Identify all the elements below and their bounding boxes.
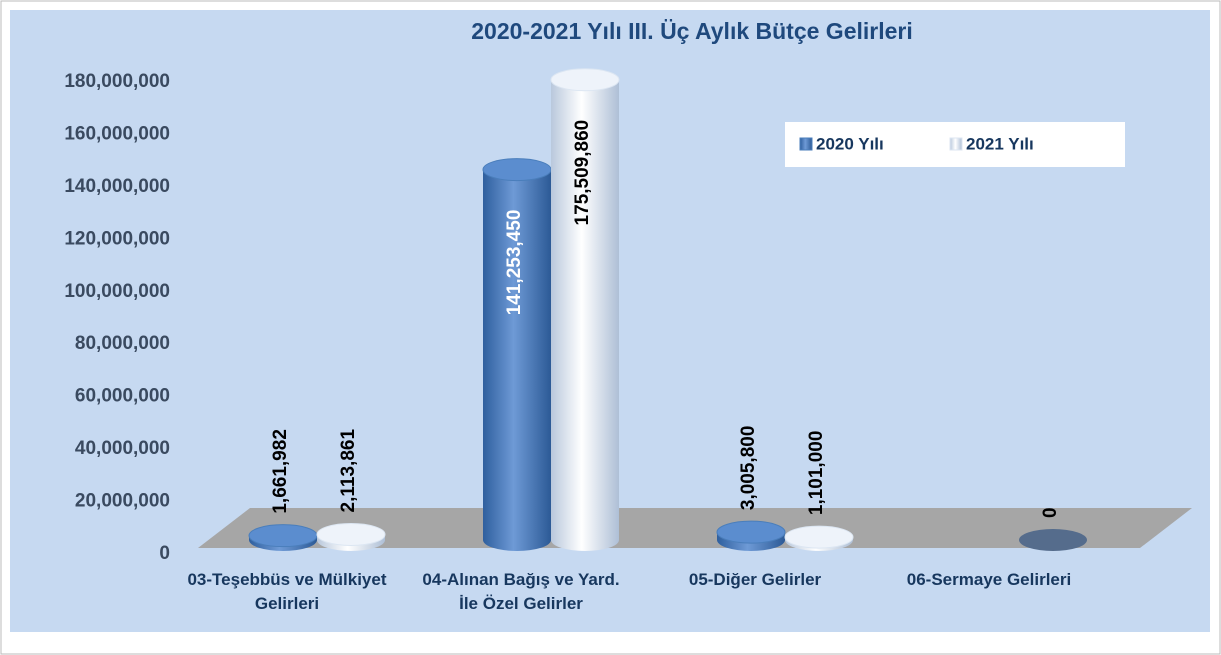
y-tick-label: 40,000,000 xyxy=(75,438,170,459)
bar-top xyxy=(1019,529,1087,551)
y-tick-label: 0 xyxy=(159,543,170,564)
chart-title: 2020-2021 Yılı III. Üç Aylık Bütçe Gelir… xyxy=(471,18,913,44)
value-label: 175,509,860 xyxy=(572,120,593,226)
value-label: 1,101,000 xyxy=(806,431,827,516)
value-label: 1,661,982 xyxy=(270,429,291,514)
bar-top xyxy=(550,68,620,92)
x-tick-label: 04-Alınan Bağış ve Yard. İle Özel Gelirl… xyxy=(422,570,620,613)
legend-label: 2020 Yılı xyxy=(816,134,884,153)
bar xyxy=(551,79,619,541)
y-tick-label: 180,000,000 xyxy=(64,71,170,92)
legend-swatch xyxy=(799,137,813,151)
bar xyxy=(483,169,551,541)
value-label: 3,005,800 xyxy=(738,426,759,511)
value-label: 0 xyxy=(1040,507,1061,518)
y-tick-label: 120,000,000 xyxy=(64,228,170,249)
floor xyxy=(198,508,1192,548)
y-tick-label: 80,000,000 xyxy=(75,333,170,354)
x-tick-label: 03-Teşebbüs ve Mülkiyet Gelirleri xyxy=(187,570,387,613)
y-tick-label: 140,000,000 xyxy=(64,176,170,197)
x-tick-label: 06-Sermaye Gelirleri xyxy=(906,570,1072,589)
y-tick-label: 100,000,000 xyxy=(64,281,170,302)
y-tick-label: 20,000,000 xyxy=(75,491,170,512)
y-tick-label: 60,000,000 xyxy=(75,386,170,407)
legend-label: 2021 Yılı xyxy=(966,134,1034,153)
value-label: 141,253,450 xyxy=(504,210,525,316)
bar-top xyxy=(482,158,552,182)
bar-base xyxy=(483,529,551,551)
bar-base xyxy=(551,529,619,551)
bar-top xyxy=(784,525,854,549)
y-tick-label: 160,000,000 xyxy=(64,123,170,144)
bar-top xyxy=(716,520,786,544)
bar-top xyxy=(316,522,386,546)
bar-top xyxy=(248,524,318,548)
x-tick-label: 05-Diğer Gelirler xyxy=(688,570,822,589)
legend-swatch xyxy=(949,137,963,151)
value-label: 2,113,861 xyxy=(338,429,359,513)
